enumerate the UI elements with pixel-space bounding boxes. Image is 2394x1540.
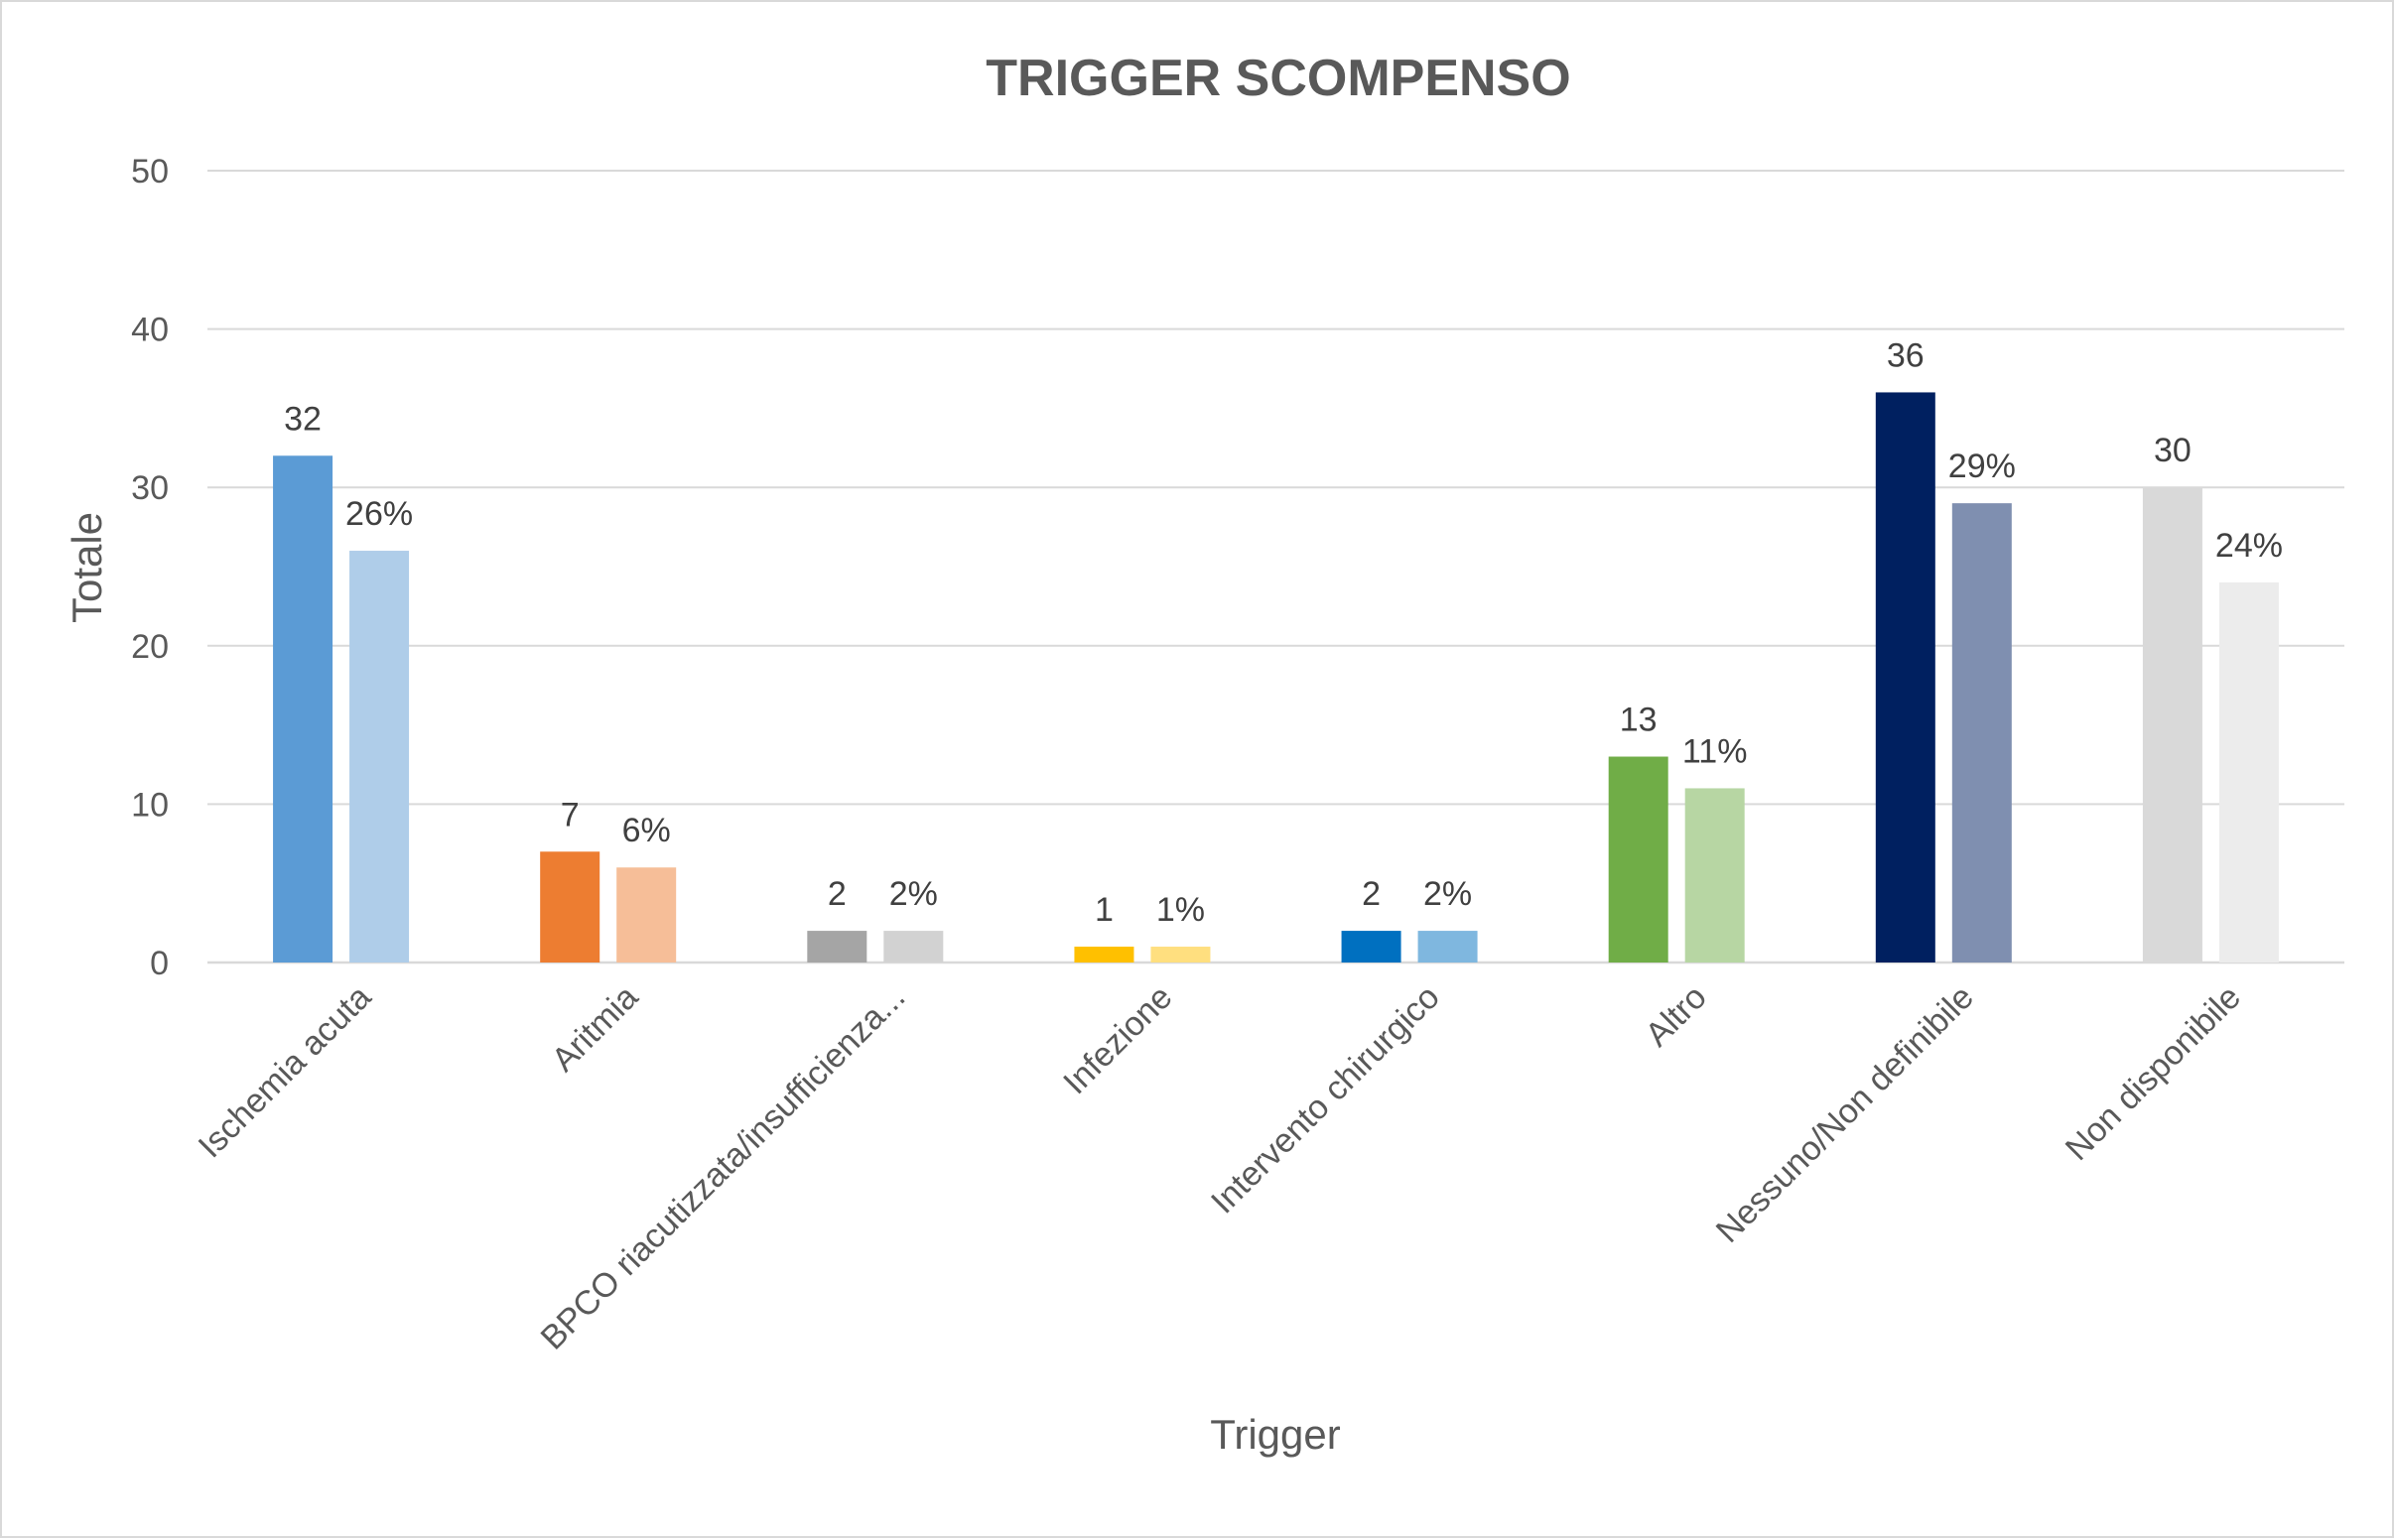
- data-label-percent-0: 26%: [345, 495, 413, 533]
- bar-percent-1: [616, 867, 677, 962]
- category-label: Infezione: [1056, 978, 1179, 1101]
- bar-count-2: [807, 931, 867, 962]
- data-label-percent-6: 29%: [1948, 448, 2016, 485]
- bar-count-7: [2142, 487, 2202, 962]
- category-label: Ischemia acuta: [192, 978, 379, 1166]
- bar-percent-0: [349, 551, 410, 962]
- bar-count-4: [1341, 931, 1401, 962]
- y-tick-label: 50: [131, 153, 169, 191]
- y-tick-label: 30: [131, 469, 169, 507]
- bar-count-1: [540, 851, 600, 962]
- x-axis-title: Trigger: [1210, 1411, 1340, 1458]
- y-tick-label: 0: [150, 945, 169, 982]
- y-tick-label: 10: [131, 786, 169, 824]
- data-label-count-7: 30: [2154, 432, 2192, 469]
- data-label-percent-7: 24%: [2215, 527, 2283, 565]
- data-label-count-3: 1: [1095, 891, 1114, 929]
- chart-title: TRIGGER SCOMPENSO: [986, 50, 1570, 107]
- bar-percent-6: [1951, 503, 2012, 962]
- category-label: Altro: [1639, 978, 1714, 1054]
- bars: [273, 392, 2279, 962]
- gridlines: [207, 170, 2344, 964]
- data-label-percent-5: 11%: [1682, 732, 1748, 770]
- bar-percent-4: [1417, 931, 1478, 962]
- bar-count-3: [1074, 947, 1134, 962]
- data-label-count-0: 32: [284, 400, 322, 438]
- data-label-percent-4: 2%: [1423, 875, 1472, 913]
- category-label: Intervento chirurgico: [1204, 978, 1447, 1221]
- bar-percent-2: [883, 931, 944, 962]
- data-label-percent-2: 2%: [889, 875, 938, 913]
- bar-count-6: [1875, 392, 1935, 962]
- data-label-count-4: 2: [1362, 875, 1381, 913]
- data-label-percent-3: 1%: [1156, 891, 1205, 929]
- data-label-count-5: 13: [1620, 702, 1658, 739]
- y-axis-ticks: 0 10 20 30 40 50: [131, 153, 169, 982]
- data-label-count-6: 36: [1887, 336, 1925, 374]
- data-label-count-1: 7: [561, 796, 580, 834]
- data-label-percent-1: 6%: [622, 812, 671, 849]
- category-label: Non disponibile: [2059, 978, 2248, 1168]
- bar-percent-5: [1684, 788, 1745, 962]
- y-axis-title: Totale: [64, 512, 110, 623]
- y-tick-label: 20: [131, 628, 169, 666]
- category-label: Aritmia: [545, 978, 646, 1080]
- data-label-count-2: 2: [828, 875, 847, 913]
- bar-percent-3: [1150, 947, 1211, 962]
- y-tick-label: 40: [131, 312, 169, 349]
- category-label: Nessuno/Non definibile: [1709, 978, 1981, 1250]
- bar-percent-7: [2218, 581, 2279, 962]
- bar-count-5: [1608, 756, 1668, 962]
- bar-count-0: [273, 455, 333, 962]
